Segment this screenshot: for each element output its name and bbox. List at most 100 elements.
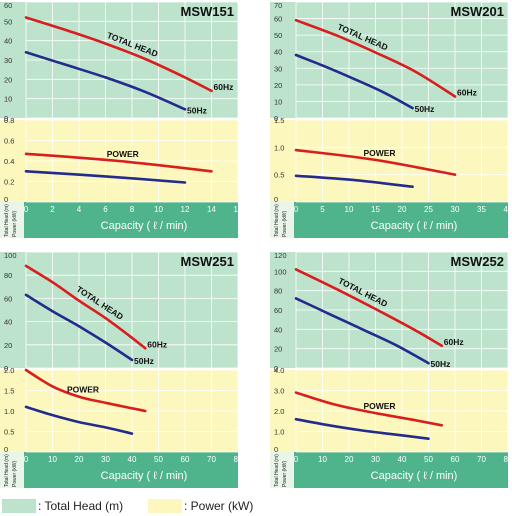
axis-label-strip [270,452,294,488]
x-tick-label: 5 [320,205,325,214]
head-y-tick-label: 40 [4,318,12,327]
power-line-60hz [294,148,457,176]
x-tick-label: 10 [345,205,354,214]
series-label-50hz: 50Hz [415,104,435,114]
x-tick-label: 60 [451,455,460,464]
x-tick-label: 35 [477,205,486,214]
power-y-tick-label: 0 [274,195,278,204]
x-tick-label: 30 [371,455,380,464]
head-y-tick-label: 60 [274,306,282,315]
head-y-tick-label: 50 [4,17,12,26]
head-y-tick-label: 80 [274,287,282,296]
power-y-tick-label: 2.0 [4,366,14,375]
power-curve-label: POWER [107,149,139,159]
legend-power-label: : Power (kW) [184,499,254,513]
axis-label-strip [0,202,24,238]
chart-title: MSW151 [181,4,234,19]
head-y-tick-label: 10 [4,95,12,104]
axis-label-strip [270,202,294,238]
power-line-60hz [294,391,444,427]
x-axis-band [24,452,238,488]
power-y-tick-label: 0.4 [4,157,14,166]
power-y-tick-label: 3.0 [274,387,284,396]
head-line-60hz [294,268,444,348]
x-tick-label: 50 [424,455,433,464]
head-y-tick-label: 100 [274,267,287,276]
power-curve-label: POWER [363,148,395,158]
x-tick-label: 70 [207,455,216,464]
legend-power-swatch [148,499,182,513]
x-tick-label: 70 [477,455,486,464]
head-y-tick-label: 70 [274,1,282,10]
power-y-tick-label: 0.5 [4,428,14,437]
power-line-50hz [24,170,187,184]
series-label-60hz: 60Hz [147,339,167,349]
x-tick-label: 16 [234,205,243,214]
head-y-tick-label: 40 [4,37,12,46]
power-y-tick-label: 1.0 [274,143,284,152]
head-line-60hz [24,16,213,93]
power-y-tick-label: 1.5 [4,387,14,396]
series-label-60hz: 60Hz [457,87,477,97]
y-axis-label-power: Power (kW) [12,461,18,487]
y-axis-label-power: Power (kW) [12,211,18,237]
head-line-60hz [294,18,457,98]
x-tick-label: 20 [398,205,407,214]
y-axis-label-power: Power (kW) [282,211,288,237]
y-axis-label-head: Total Head (m) [274,454,280,487]
x-tick-label: 30 [451,205,460,214]
x-tick-label: 20 [345,455,354,464]
y-axis-label-power: Power (kW) [282,461,288,487]
head-y-tick-label: 60 [274,15,282,24]
power-y-tick-label: 1.0 [4,407,14,416]
chart-title: MSW251 [181,254,234,269]
x-tick-label: 20 [75,455,84,464]
power-line-50hz [24,405,134,435]
power-line-60hz [24,152,213,173]
x-tick-label: 80 [504,455,512,464]
chart-msw252: 0 20 40 60 80 100 120 0 1.0 2.0 3.0 4.0 0 10 20 30 40 50 6… [270,250,512,490]
x-axis-band [294,202,508,238]
series-label-60hz: 60Hz [214,82,234,92]
chart-title: MSW252 [451,254,504,269]
head-y-tick-label: 20 [274,345,282,354]
head-y-tick-label: 60 [4,1,12,10]
series-label-50hz: 50Hz [187,105,207,115]
x-tick-label: 6 [103,205,108,214]
x-tick-label: 25 [424,205,433,214]
head-y-tick-label: 20 [274,81,282,90]
power-y-tick-label: 0 [274,445,278,454]
head-y-tick-label: 40 [274,325,282,334]
x-tick-label: 80 [234,455,243,464]
legend-head-swatch [2,499,36,513]
x-axis-label: Capacity ( ℓ / min) [371,220,458,232]
power-y-tick-label: 1.5 [274,116,284,125]
head-line-50hz [294,297,430,365]
power-y-tick-label: 0 [4,195,8,204]
head-y-tick-label: 30 [4,56,12,65]
power-line-60hz [24,368,147,413]
power-y-tick-label: 4.0 [274,366,284,375]
power-y-tick-label: 2.0 [274,407,284,416]
head-line-60hz [24,264,147,350]
power-curve-label: POWER [363,401,395,411]
x-tick-label: 12 [181,205,190,214]
head-y-tick-label: 100 [4,251,17,260]
power-curve-label: POWER [67,385,99,395]
legend-head-label: : Total Head (m) [38,499,124,513]
series-label-50hz: 50Hz [431,359,451,369]
head-y-tick-label: 0 [4,114,8,123]
chart-msw251: 0 20 40 60 80 100 0 0.5 1.0 1.5 2.0 0 10 20 30 40 50 60 70… [0,250,243,490]
head-y-tick-label: 20 [4,341,12,350]
x-tick-label: 60 [181,455,190,464]
x-tick-label: 0 [24,205,29,214]
x-axis-label: Capacity ( ℓ / min) [101,220,188,232]
x-tick-label: 4 [77,205,82,214]
power-y-tick-label: 0.2 [4,178,14,187]
x-tick-label: 10 [48,455,57,464]
power-y-tick-label: 0.6 [4,137,14,146]
x-tick-label: 14 [207,205,216,214]
x-tick-label: 0 [294,455,299,464]
power-y-tick-label: 0.5 [274,171,284,180]
